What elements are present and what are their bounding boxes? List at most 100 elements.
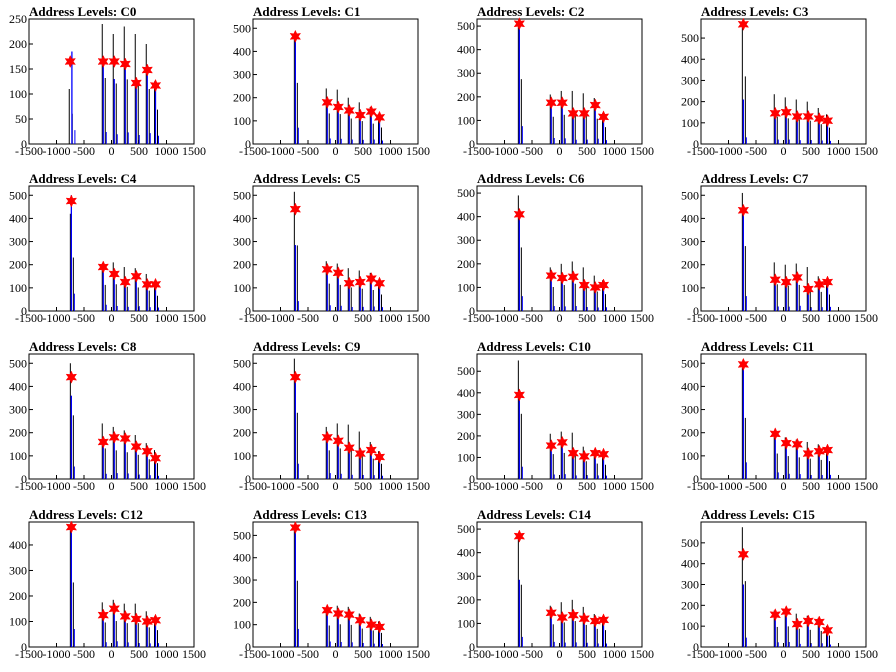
plot-frame bbox=[476, 353, 643, 480]
x-tick-label: 1500 bbox=[854, 311, 878, 325]
x-tick-label: 1500 bbox=[182, 311, 206, 325]
y-tick-label: 50 bbox=[15, 112, 27, 126]
y-tick-label: 500 bbox=[681, 31, 699, 45]
peak-marker bbox=[373, 110, 386, 124]
x-tick-label: 1500 bbox=[630, 647, 654, 661]
x-tick-label: -500 bbox=[73, 144, 95, 158]
y-tick-label: 0 bbox=[21, 640, 27, 654]
x-tick-label: -500 bbox=[745, 311, 767, 325]
x-tick-label: 0 bbox=[109, 144, 115, 158]
x-tick-label: 500 bbox=[354, 144, 372, 158]
peak-marker bbox=[373, 450, 386, 464]
peak-marker bbox=[769, 608, 781, 622]
peak-marker bbox=[354, 446, 366, 461]
y-tick-label: 500 bbox=[233, 528, 251, 542]
y-tick-label: 0 bbox=[469, 472, 475, 486]
peak-marker bbox=[769, 106, 781, 120]
peak-marker bbox=[149, 613, 162, 627]
x-tick-label: 1000 bbox=[603, 479, 627, 493]
panel-title: Address Levels: C0 bbox=[29, 4, 136, 19]
x-tick-label: -1500 bbox=[463, 311, 491, 325]
panel-title: Address Levels: C6 bbox=[477, 171, 585, 186]
x-tick-label: 500 bbox=[578, 144, 596, 158]
x-tick-label: -1000 bbox=[43, 144, 71, 158]
x-tick-label: 0 bbox=[333, 647, 339, 661]
plot-frame bbox=[28, 18, 195, 145]
peak-marker bbox=[332, 100, 344, 114]
peak-marker bbox=[791, 437, 803, 451]
peak-marker bbox=[780, 604, 792, 619]
y-tick-label: 200 bbox=[681, 258, 699, 272]
peak-marker bbox=[149, 78, 162, 93]
panel-12: Address Levels: C12 0 100 200 300 400 -1500 -10… bbox=[9, 507, 206, 661]
panel-9: Address Levels: C90100200300400500-1500-… bbox=[233, 339, 430, 493]
peak-marker bbox=[130, 269, 142, 283]
peak-marker bbox=[289, 202, 302, 216]
peak-marker bbox=[769, 427, 781, 441]
x-tick-label: -1000 bbox=[267, 479, 295, 493]
y-tick-label: 500 bbox=[681, 536, 699, 550]
peak-marker bbox=[354, 108, 366, 122]
peak-marker bbox=[545, 96, 557, 110]
peak-marker bbox=[119, 275, 131, 289]
y-tick-label: 500 bbox=[233, 356, 251, 370]
y-tick-label: 100 bbox=[457, 616, 475, 630]
plot-frame bbox=[476, 521, 643, 648]
x-tick-label: -500 bbox=[521, 647, 543, 661]
y-tick-label: 300 bbox=[233, 235, 251, 249]
x-tick-label: 0 bbox=[557, 144, 563, 158]
x-tick-label: -1500 bbox=[463, 144, 491, 158]
x-tick-label: -1500 bbox=[687, 311, 715, 325]
x-tick-label: -1500 bbox=[15, 647, 43, 661]
peak-marker bbox=[332, 434, 344, 448]
y-tick-label: 400 bbox=[9, 379, 27, 393]
peak-marker bbox=[365, 443, 377, 457]
x-tick-label: 500 bbox=[354, 479, 372, 493]
peak-marker bbox=[97, 54, 109, 69]
x-tick-label: -500 bbox=[521, 311, 543, 325]
y-tick-label: 200 bbox=[457, 429, 475, 443]
peak-marker bbox=[589, 98, 601, 112]
panel-title: Address Levels: C11 bbox=[701, 339, 814, 354]
peak-marker bbox=[813, 615, 825, 629]
peak-marker bbox=[802, 614, 814, 628]
x-tick-label: -1000 bbox=[43, 311, 71, 325]
peak-marker bbox=[567, 446, 579, 460]
peak-marker bbox=[737, 203, 750, 217]
x-tick-label: 0 bbox=[557, 311, 563, 325]
peak-marker bbox=[513, 529, 526, 543]
plot-frame bbox=[28, 521, 195, 648]
x-tick-label: -1500 bbox=[687, 647, 715, 661]
x-tick-label: -1500 bbox=[463, 647, 491, 661]
peak-marker bbox=[791, 617, 803, 631]
peak-marker bbox=[737, 17, 750, 31]
peak-marker bbox=[567, 608, 579, 622]
y-tick-label: 500 bbox=[233, 21, 251, 35]
x-tick-label: 500 bbox=[802, 311, 820, 325]
peak-marker bbox=[332, 606, 344, 621]
x-tick-label: 1000 bbox=[379, 479, 403, 493]
y-tick-label: 300 bbox=[457, 233, 475, 247]
peak-marker bbox=[141, 277, 153, 291]
panel-4: Address Levels: C40100200300400500-1500-… bbox=[9, 171, 206, 325]
peak-marker bbox=[289, 29, 302, 43]
x-tick-label: 1500 bbox=[406, 647, 430, 661]
peak-marker bbox=[130, 76, 142, 90]
panel-title: Address Levels: C1 bbox=[253, 4, 360, 19]
y-tick-label: 100 bbox=[233, 281, 251, 295]
y-tick-label: 400 bbox=[681, 379, 699, 393]
panel-title: Address Levels: C15 bbox=[701, 507, 815, 522]
x-tick-label: 1000 bbox=[603, 311, 627, 325]
x-tick-label: -1000 bbox=[715, 479, 743, 493]
panel-3: Address Levels: C30100200300400500-1500-… bbox=[681, 4, 878, 158]
peak-marker bbox=[545, 269, 557, 283]
x-tick-label: 0 bbox=[557, 647, 563, 661]
y-tick-label: 0 bbox=[693, 472, 699, 486]
peak-marker bbox=[556, 96, 568, 110]
x-tick-label: -500 bbox=[73, 647, 95, 661]
peak-marker bbox=[149, 277, 162, 291]
peak-marker bbox=[813, 111, 825, 126]
x-tick-label: -1000 bbox=[715, 647, 743, 661]
peak-marker bbox=[578, 612, 590, 626]
panel-6: Address Levels: C60100200300400500-1500-… bbox=[457, 171, 654, 325]
